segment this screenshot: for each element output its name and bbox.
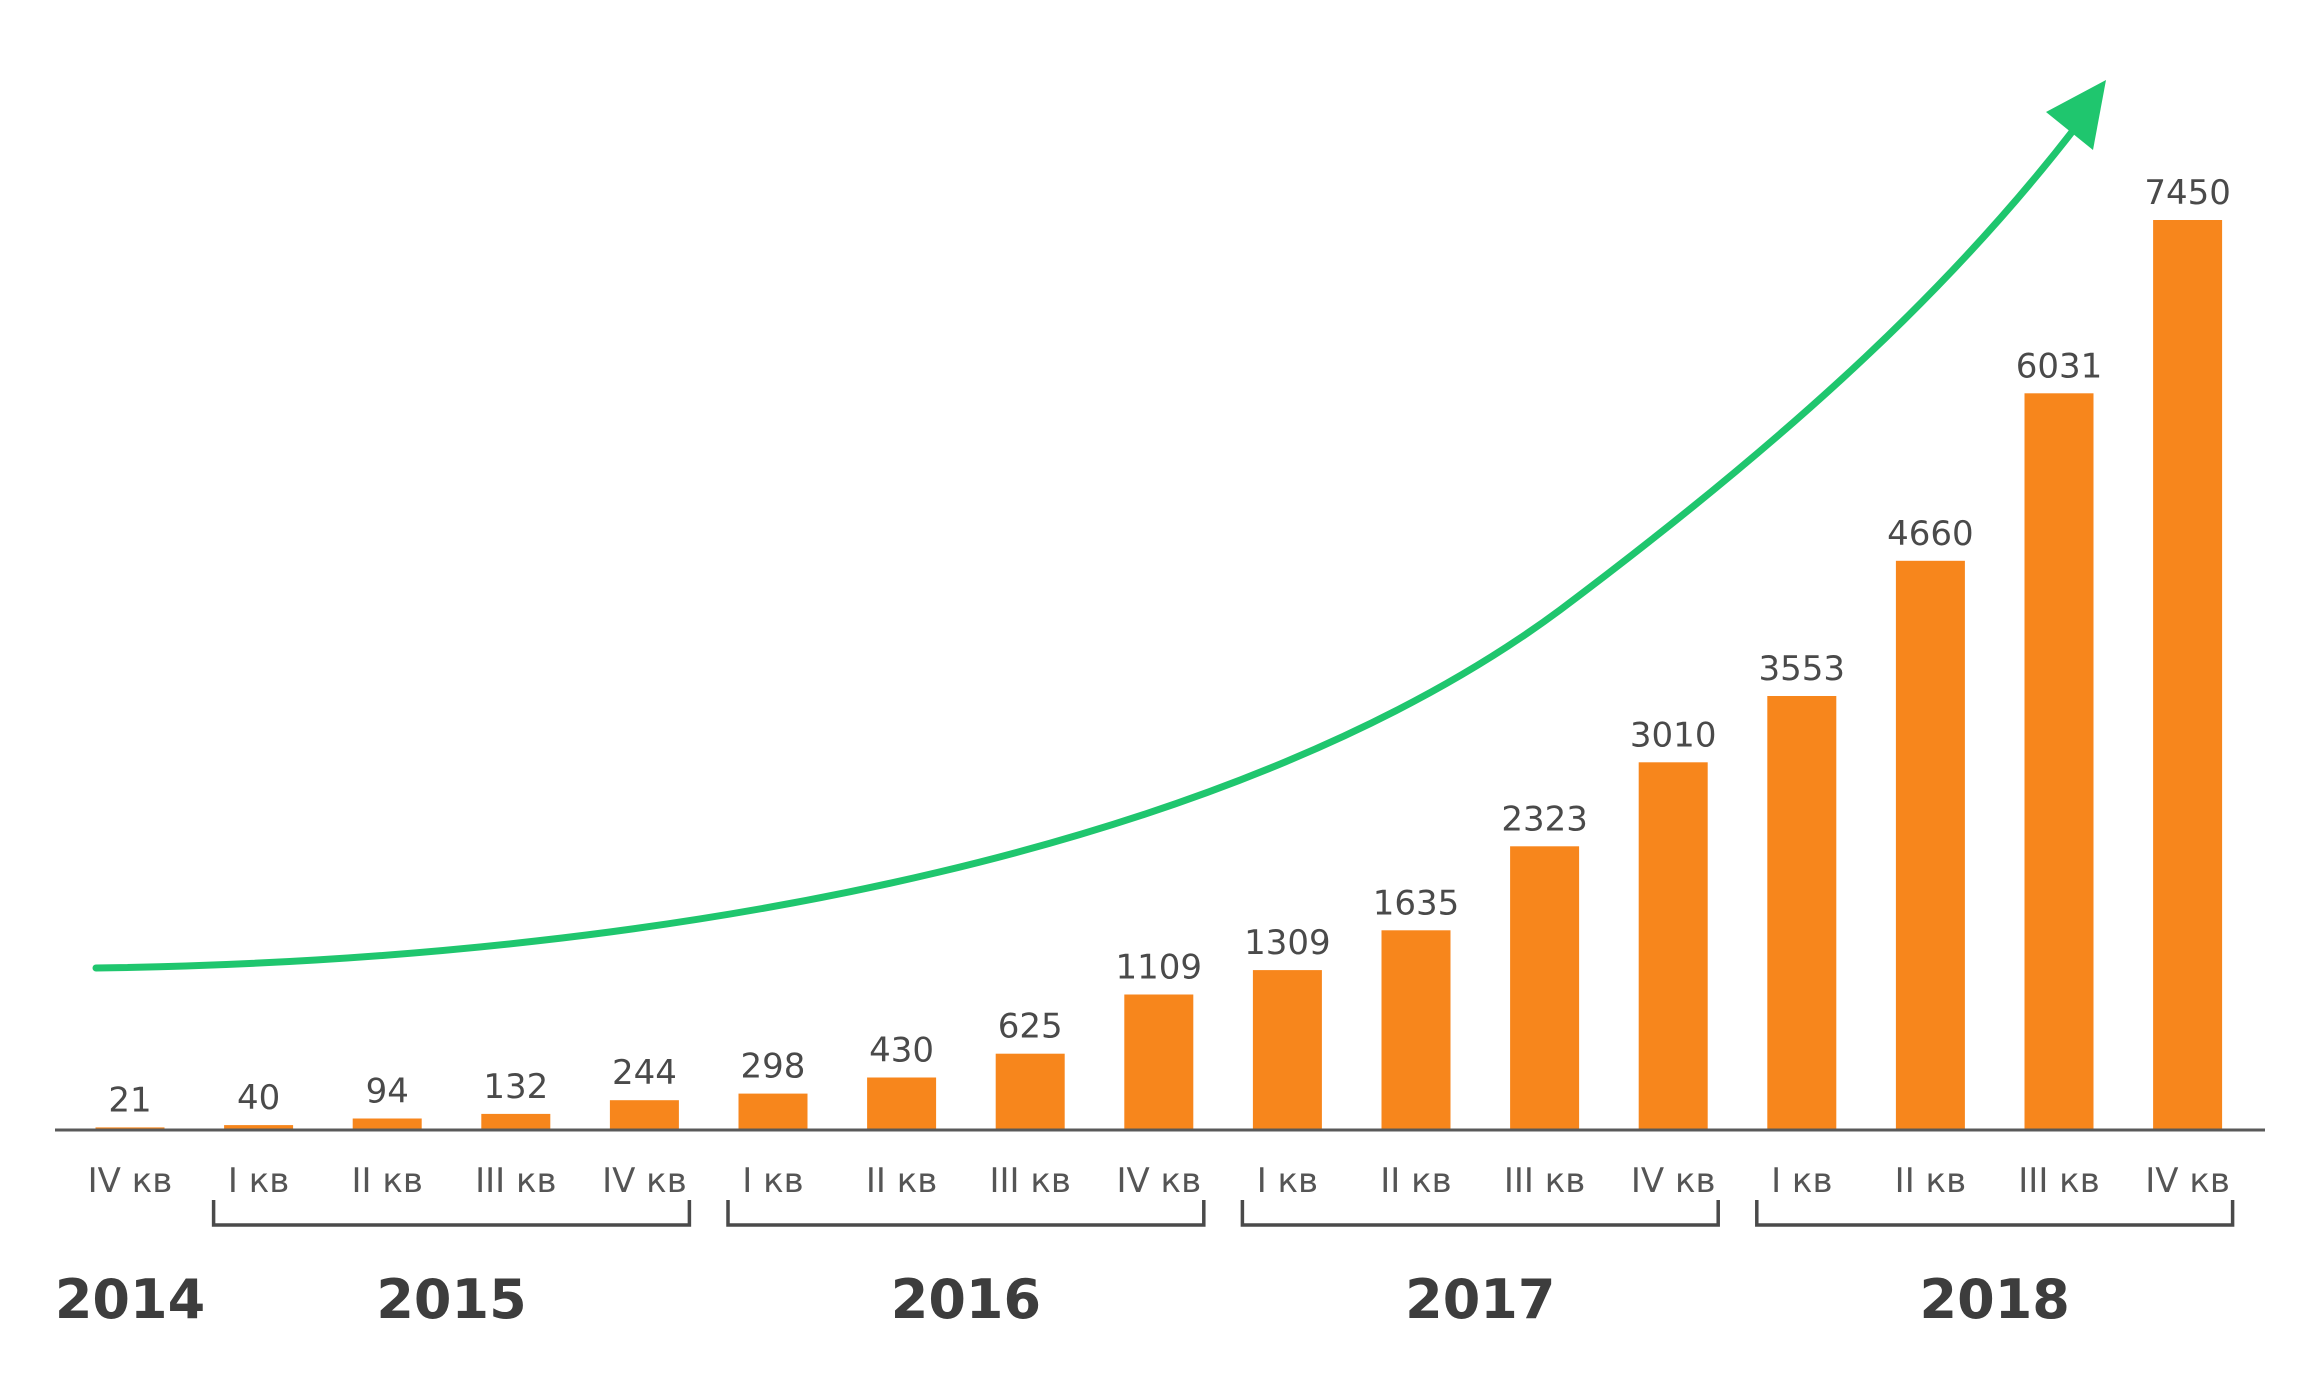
bar-7 [995,1053,1065,1130]
quarter-labels-layer: IV кв I кв II кв III кв IV кв I кв II кв III кв… [88,1161,2230,1201]
value-label-11: 2323 [1501,799,1588,839]
value-label-14: 4660 [1887,514,1974,554]
value-label-5: 298 [741,1047,806,1087]
year-label-2015: 2015 [376,1268,526,1331]
year-label-2014: 2014 [55,1268,205,1331]
bar-11 [1510,846,1580,1130]
bar-6 [867,1077,937,1130]
year-label-2017: 2017 [1405,1268,1555,1331]
value-label-8: 1109 [1116,948,1203,988]
quarter-label-13: I кв [1771,1161,1832,1201]
bar-1 [224,1125,294,1130]
quarter-label-10: II кв [1380,1161,1451,1201]
value-label-13: 3553 [1759,649,1846,689]
quarter-label-5: I кв [742,1161,803,1201]
year-brackets-layer [211,1200,2235,1227]
quarter-label-3: III кв [475,1161,556,1201]
year-bracket-2015 [211,1200,692,1227]
bar-10 [1381,930,1451,1130]
value-label-2: 94 [366,1072,409,1112]
value-label-16: 7450 [2144,173,2231,213]
value-label-3: 132 [483,1067,548,1107]
quarter-label-12: IV кв [1631,1161,1716,1201]
bar-12 [1638,762,1708,1130]
bar-5 [738,1093,808,1130]
value-label-10: 1635 [1373,883,1460,923]
bar-16 [2153,220,2223,1130]
bar-4 [609,1100,679,1130]
bar-13 [1767,696,1837,1130]
year-bracket-2017 [1240,1200,1720,1227]
value-labels-layer: 21 40 94 132 244 298 430 625 1109 1309 1635 2323 301… [108,173,2230,1120]
year-bracket-2016 [726,1200,1206,1227]
quarter-label-8: IV кв [1116,1161,1201,1201]
bar-9 [1252,970,1322,1130]
quarter-label-16: IV кв [2145,1161,2230,1201]
year-label-2016: 2016 [891,1268,1041,1331]
value-label-7: 625 [998,1007,1063,1047]
value-label-1: 40 [237,1078,280,1118]
quarter-label-0: IV кв [88,1161,173,1201]
bar-8 [1124,994,1194,1130]
quarter-label-7: III кв [989,1161,1070,1201]
value-label-6: 430 [869,1031,934,1071]
quarter-label-15: III кв [2018,1161,2099,1201]
growth-trend-arrowhead [2046,80,2106,150]
quarter-label-6: II кв [866,1161,937,1201]
value-label-0: 21 [108,1080,151,1120]
bar-2 [352,1118,422,1130]
quarter-label-4: IV кв [602,1161,687,1201]
quarter-label-11: III кв [1504,1161,1585,1201]
quarter-label-9: I кв [1257,1161,1318,1201]
year-labels-layer: 2014 2015 2016 2017 2018 [55,1268,2070,1331]
value-label-4: 244 [612,1053,677,1093]
value-label-9: 1309 [1244,923,1331,963]
bar-15 [2024,393,2094,1130]
quarter-label-1: I кв [228,1161,289,1201]
bar-3 [481,1113,551,1130]
value-label-12: 3010 [1630,715,1717,755]
year-bracket-2018 [1755,1200,2235,1227]
bar-14 [1895,560,1965,1130]
quarter-label-14: II кв [1895,1161,1966,1201]
value-label-15: 6031 [2016,346,2103,386]
year-label-2018: 2018 [1920,1268,2070,1331]
quarter-label-2: II кв [351,1161,422,1201]
trend-layer [92,80,2106,972]
bars-layer [95,220,2223,1130]
growth-trend-line [92,111,2089,972]
